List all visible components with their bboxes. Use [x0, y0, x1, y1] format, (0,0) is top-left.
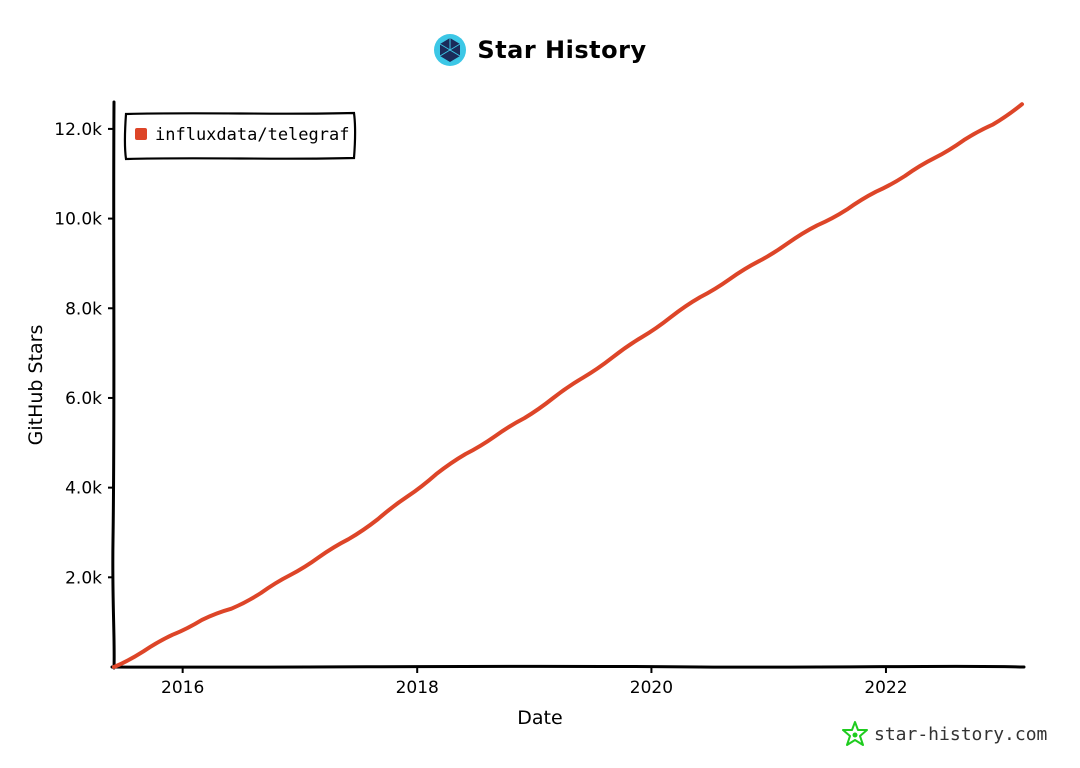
x-tick-label: 2022 — [864, 678, 907, 698]
legend-box — [123, 111, 357, 161]
watermark: star-history.com — [842, 718, 1047, 750]
x-axis-title: Date — [517, 707, 562, 729]
y-axis-ticks: 2.0k 4.0k 6.0k 8.0k 10.0k 12.0k — [54, 120, 114, 588]
y-tick-label: 4.0k — [65, 479, 102, 499]
y-axis-line — [111, 100, 116, 670]
x-tick-label: 2016 — [161, 678, 204, 698]
y-tick-label: 6.0k — [65, 389, 102, 409]
y-axis-title: GitHub Stars — [25, 325, 47, 446]
star-icon — [842, 721, 868, 746]
y-tick-label: 2.0k — [65, 568, 102, 588]
chart-header: Star History — [0, 28, 1080, 72]
star-history-logo-icon — [434, 34, 467, 66]
x-tick-label: 2020 — [630, 678, 673, 698]
chart-title: Star History — [477, 36, 647, 64]
chart-legend: influxdata/telegraf — [123, 111, 357, 161]
legend-label: influxdata/telegraf — [155, 125, 349, 145]
x-axis-line — [110, 664, 1026, 669]
x-axis-ticks: 2016 2018 2020 2022 — [161, 667, 908, 698]
series-line — [112, 102, 1024, 669]
y-tick-label: 8.0k — [65, 299, 102, 319]
y-tick-label: 10.0k — [54, 210, 102, 230]
series-layer — [112, 102, 1024, 669]
y-tick-label: 12.0k — [54, 120, 102, 140]
watermark-text: star-history.com — [874, 723, 1048, 745]
x-tick-label: 2018 — [396, 678, 439, 698]
chart-axes — [110, 100, 1026, 670]
legend-swatch — [135, 128, 147, 140]
